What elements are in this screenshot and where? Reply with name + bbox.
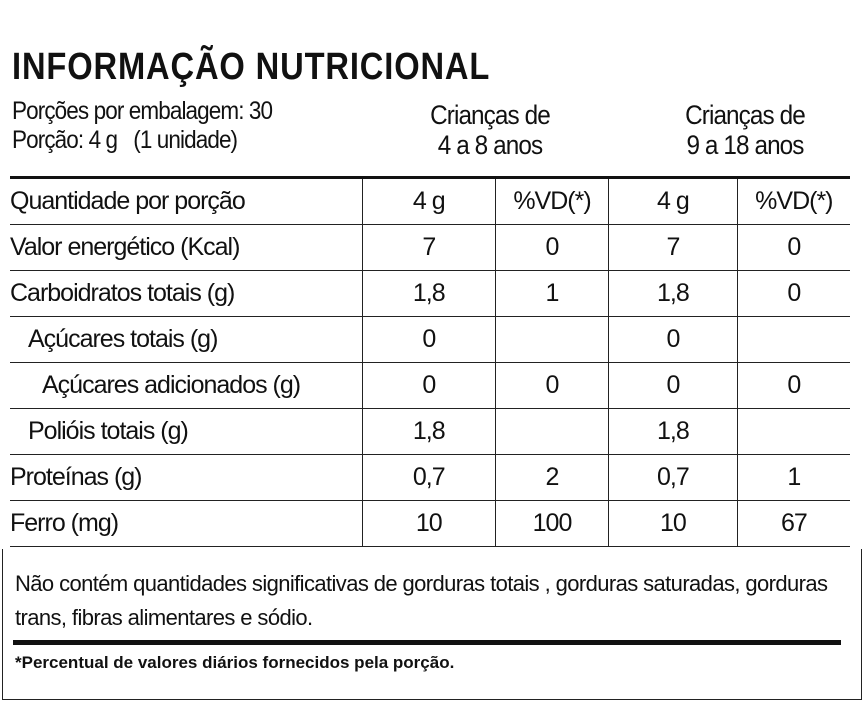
cell: 1,8: [361, 270, 496, 317]
cell: 0: [361, 362, 496, 409]
cell: 10: [608, 500, 738, 547]
group-line: 9 a 18 anos: [686, 130, 804, 160]
table-row: Quantidade por porção 4 g %VD(*) 4 g %VD(*): [10, 177, 850, 225]
cell: 4 g: [608, 177, 738, 225]
row-label: Polióis totais (g): [10, 408, 363, 455]
cell: 0: [494, 362, 609, 409]
cell: 0,7: [361, 454, 496, 501]
cell: 0: [494, 224, 609, 271]
table-row: Ferro (mg) 10 100 10 67: [10, 500, 850, 547]
table-body: Quantidade por porção 4 g %VD(*) 4 g %VD(*) V…: [10, 177, 850, 547]
cell: [736, 316, 850, 363]
nutrition-table: Quantidade por porção 4 g %VD(*) 4 g %VD(*) V…: [10, 176, 850, 547]
cell: 0: [736, 362, 850, 409]
table-row: Valor energético (Kcal) 7 0 7 0: [10, 224, 850, 271]
table-row: Carboidratos totais (g) 1,8 1 1,8 0: [10, 270, 850, 317]
cell: 0: [361, 316, 496, 363]
group: Crianças de 9 a 18 anos: [655, 100, 835, 160]
row-label: Quantidade por porção: [10, 177, 363, 225]
cell: 4 g: [361, 177, 496, 225]
divider: [13, 640, 841, 645]
table-row: Proteínas (g) 0,7 2 0,7 1: [10, 454, 850, 501]
cell: 7: [608, 224, 738, 271]
cell: 10: [361, 500, 496, 547]
cell: 67: [736, 500, 850, 547]
row-label: Proteínas (g): [10, 454, 363, 501]
cell: 0: [608, 316, 738, 363]
cell: 1,8: [608, 270, 738, 317]
table-row: Açúcares totais (g) 0 0: [10, 316, 850, 363]
cell: [494, 316, 609, 363]
cell: %VD(*): [494, 177, 609, 225]
row-label: Valor energético (Kcal): [10, 224, 363, 271]
cell: [736, 408, 850, 455]
cell: 0: [608, 362, 738, 409]
cell: 7: [361, 224, 496, 271]
serving: Porção: 4 g (1 unidade): [12, 126, 238, 154]
group-line: Crianças de: [685, 100, 806, 130]
notes-box: Não contém quantidades significativas de…: [2, 549, 862, 700]
group-line: Crianças de: [430, 100, 551, 130]
cell: 0: [736, 224, 850, 271]
servings: Porções por embalagem: 30: [12, 97, 273, 125]
group: Crianças de 4 a 8 anos: [400, 100, 580, 160]
cell: [494, 408, 609, 455]
group-line: 4 a 8 anos: [437, 130, 543, 160]
statement: Não contém quantidades significativas de…: [15, 571, 828, 630]
cell: 100: [494, 500, 609, 547]
cell: 1,8: [361, 408, 496, 455]
table-row: Polióis totais (g) 1,8 1,8: [10, 408, 850, 455]
row-label: Carboidratos totais (g): [10, 270, 363, 317]
footnote: *Percentual de valores diários fornecido…: [15, 653, 455, 672]
cell: %VD(*): [736, 177, 850, 225]
row-label: Açúcares totais (g): [10, 316, 363, 363]
row-label: Açúcares adicionados (g): [10, 362, 363, 409]
cell: 1,8: [608, 408, 738, 455]
cell: 1: [494, 270, 609, 317]
table-row: Açúcares adicionados (g) 0 0 0 0: [10, 362, 850, 409]
cell: 2: [494, 454, 609, 501]
row-label: Ferro (mg): [10, 500, 363, 547]
cell: 0,7: [608, 454, 738, 501]
cell: 0: [736, 270, 850, 317]
cell: 1: [736, 454, 850, 501]
title: INFORMAÇÃO NUTRICIONAL: [12, 46, 491, 88]
